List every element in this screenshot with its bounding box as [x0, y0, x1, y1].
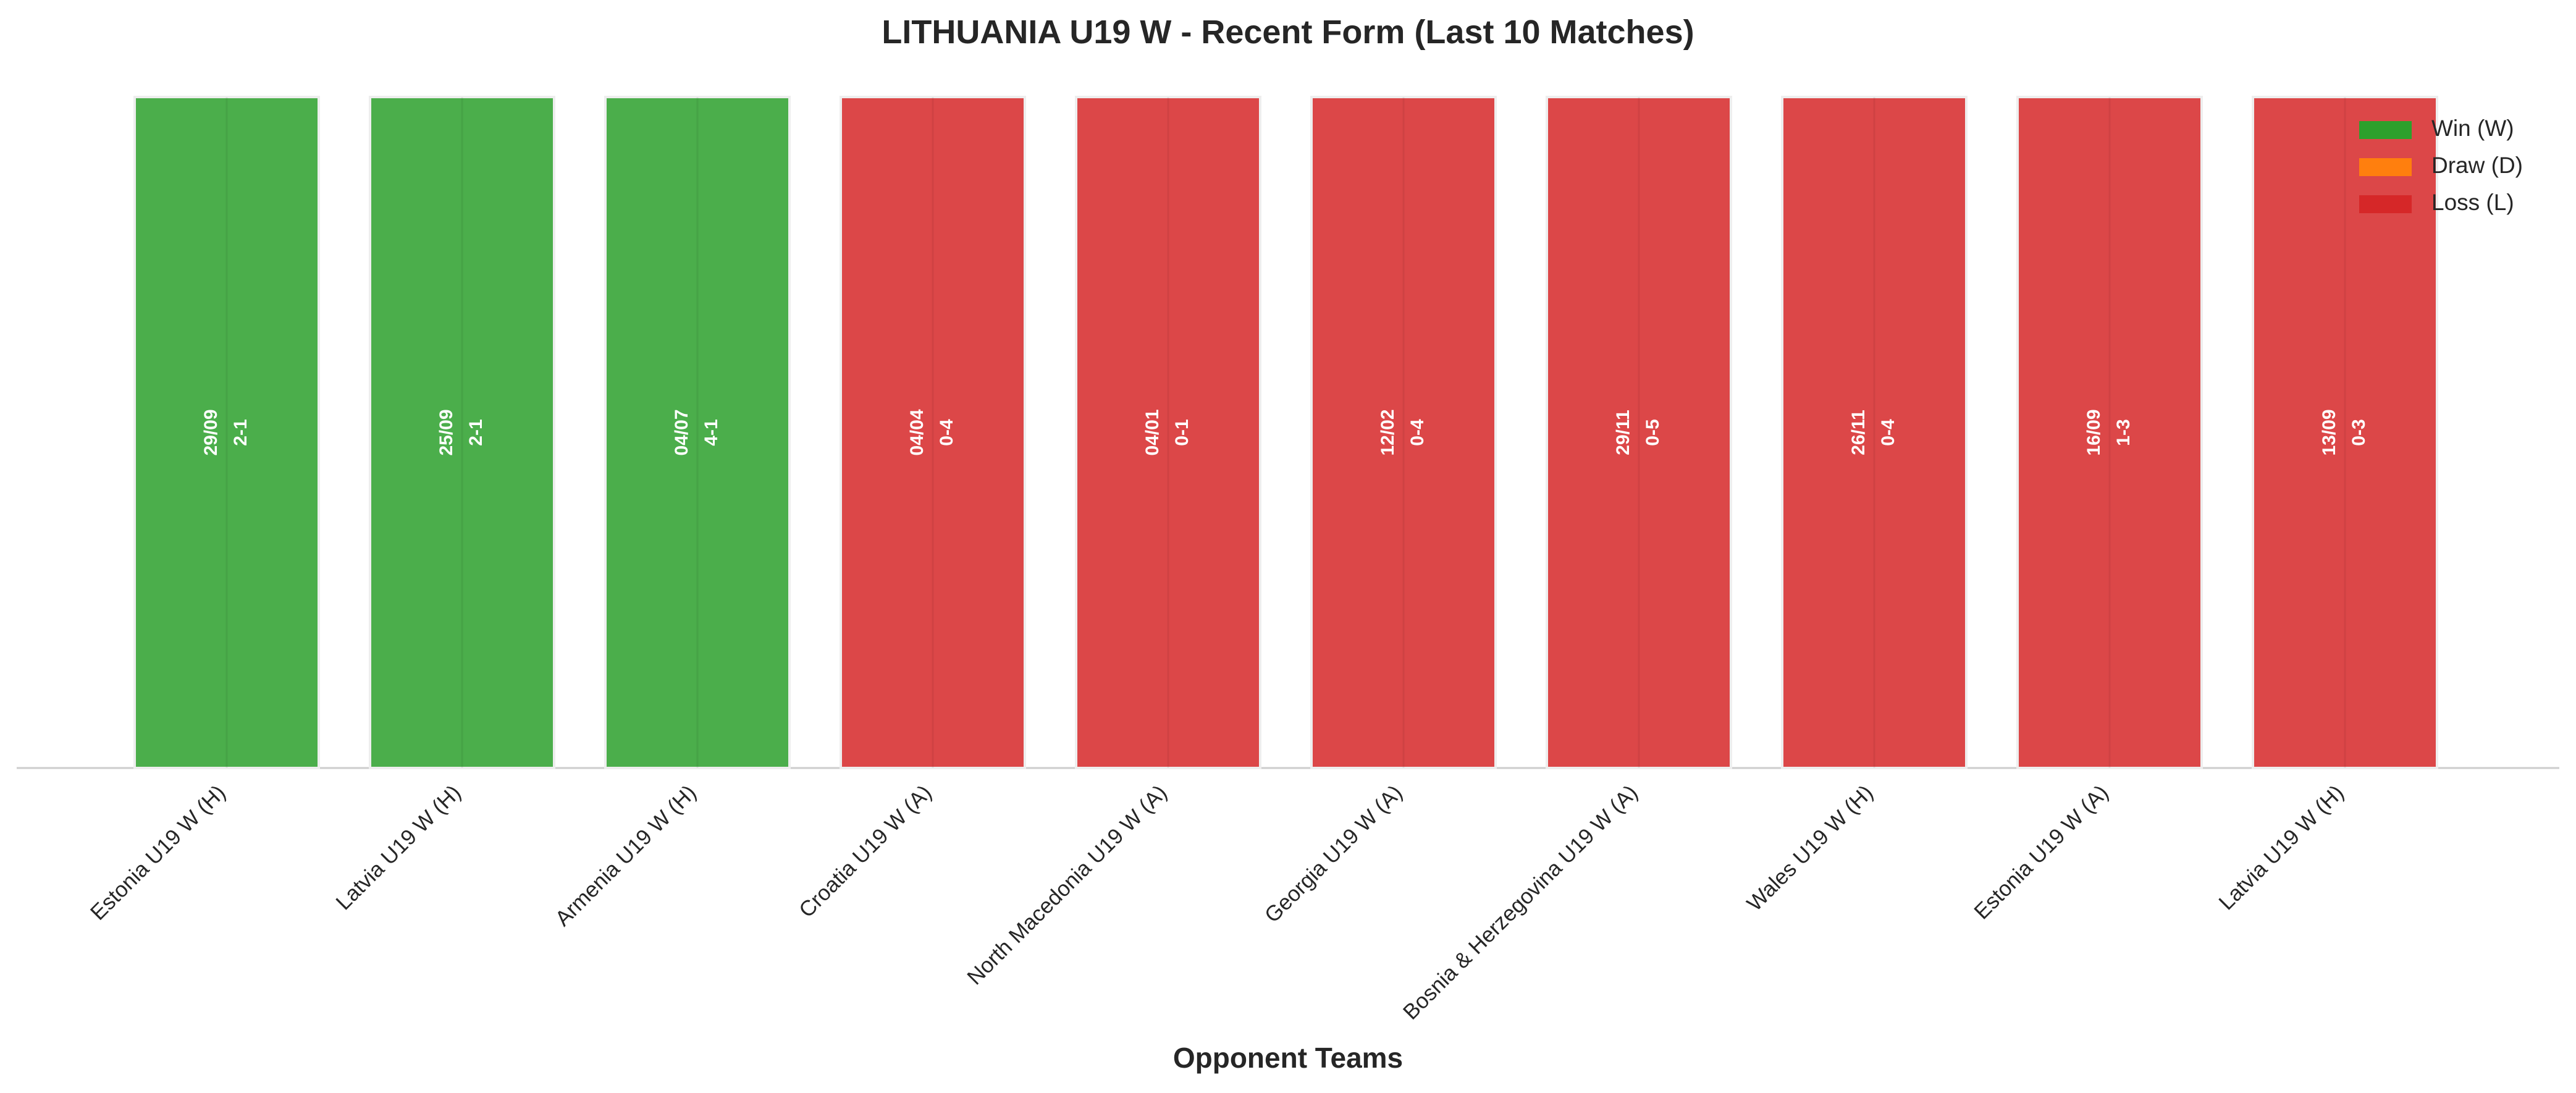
bar-score-label: 2-1 — [466, 419, 486, 445]
bar — [1546, 96, 1732, 769]
bar-score-label: 0-3 — [2349, 419, 2369, 445]
bar-date-label: 25/09 — [436, 409, 457, 455]
bar-date-label: 26/11 — [1848, 410, 1869, 455]
bar — [840, 96, 1026, 769]
legend-swatch — [2359, 195, 2412, 213]
x-tick-label: Armenia U19 W (H) — [550, 780, 701, 931]
bar-score-label: 0-4 — [937, 419, 957, 446]
bar-score-label: 4-1 — [701, 419, 722, 445]
legend-label: Loss (L) — [2431, 190, 2514, 215]
bar-date-label: 04/01 — [1142, 409, 1163, 455]
x-tick-label: Bosnia & Herzegovina U19 W (A) — [1399, 780, 1643, 1024]
legend-label: Draw (D) — [2431, 153, 2523, 178]
bar — [1781, 96, 1968, 769]
x-tick-label: Estonia U19 W (H) — [86, 780, 230, 925]
bar — [2016, 96, 2203, 769]
x-tick-label: Latvia U19 W (H) — [2214, 780, 2348, 914]
bar-date-label: 04/04 — [907, 409, 927, 455]
x-axis-label: Opponent Teams — [1173, 1042, 1403, 1074]
x-tick-label: Wales U19 W (H) — [1742, 780, 1877, 916]
legend-swatch — [2359, 121, 2412, 139]
bar — [604, 96, 791, 769]
legend-swatch — [2359, 158, 2412, 176]
bar-score-label: 0-5 — [1643, 419, 1663, 445]
chart-title: LITHUANIA U19 W - Recent Form (Last 10 M… — [882, 14, 1694, 51]
bar-date-label: 12/02 — [1378, 409, 1398, 455]
bar — [1310, 96, 1497, 769]
bar-date-label: 29/11 — [1613, 410, 1633, 455]
bar — [369, 96, 555, 769]
x-tick-label: Estonia U19 W (A) — [1969, 780, 2113, 924]
bar-date-label: 29/09 — [201, 409, 221, 455]
x-tick-label: Latvia U19 W (H) — [331, 780, 465, 914]
bar-score-label: 2-1 — [230, 419, 251, 445]
x-tick-label: Croatia U19 W (A) — [794, 780, 937, 922]
bar-date-label: 13/09 — [2319, 409, 2339, 455]
bar — [1075, 96, 1261, 769]
bar-score-label: 0-4 — [1878, 419, 1898, 446]
bar — [133, 96, 320, 769]
bar-score-label: 0-1 — [1172, 419, 1192, 445]
x-tick-label: North Macedonia U19 W (A) — [962, 780, 1171, 989]
x-tick-label: Georgia U19 W (A) — [1260, 780, 1407, 927]
bar-score-label: 0-4 — [1407, 419, 1428, 446]
legend-label: Win (W) — [2431, 116, 2514, 141]
bar-score-label: 1-3 — [2113, 419, 2134, 445]
bar-date-label: 16/09 — [2084, 409, 2104, 455]
bar-date-label: 04/07 — [671, 409, 692, 455]
